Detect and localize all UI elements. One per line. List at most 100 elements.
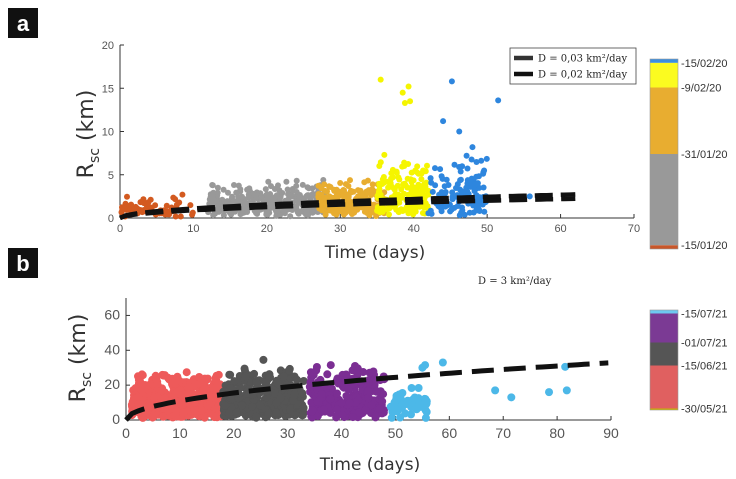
- data-point: [307, 407, 316, 416]
- data-point: [150, 393, 159, 402]
- data-point: [344, 385, 353, 394]
- panel-a: a 0 10 20 30 40 50 60 70 0 5 10 15 20 D = 0,03 km²/d…: [8, 8, 727, 263]
- data-point: [364, 387, 373, 395]
- data-point: [401, 190, 408, 197]
- data-point: [152, 375, 161, 384]
- data-point: [367, 191, 374, 198]
- colorbar-segment: [650, 365, 678, 409]
- data-point: [449, 189, 456, 196]
- data-point: [272, 408, 281, 417]
- colorbar-tick-label: -30/05/21: [681, 404, 727, 416]
- data-point: [315, 195, 322, 202]
- data-point: [468, 156, 475, 163]
- data-point: [480, 169, 487, 176]
- data-point: [377, 191, 384, 198]
- data-point: [457, 168, 464, 175]
- y-tick-label: 0: [112, 411, 120, 427]
- data-point: [172, 213, 179, 220]
- data-point: [401, 99, 408, 106]
- data-point: [221, 401, 230, 410]
- panel-a-curves: [119, 192, 576, 221]
- data-point: [386, 211, 392, 218]
- data-point: [414, 384, 423, 392]
- data-point: [440, 118, 447, 125]
- data-point: [415, 181, 422, 188]
- data-point: [195, 379, 204, 388]
- data-point: [207, 383, 216, 392]
- data-point: [412, 206, 419, 213]
- data-point: [269, 202, 275, 209]
- data-point: [478, 157, 485, 164]
- y-tick-label: 60: [104, 306, 120, 322]
- legend-text-2: D = 0,02 km²/day: [538, 70, 627, 81]
- data-point: [457, 177, 464, 184]
- data-point: [337, 180, 344, 186]
- data-point: [369, 367, 378, 376]
- data-point: [392, 406, 401, 414]
- data-point: [245, 194, 252, 201]
- data-point: [377, 76, 384, 83]
- data-point: [422, 168, 429, 175]
- data-point: [287, 213, 294, 220]
- data-point: [407, 410, 415, 419]
- data-point: [364, 379, 373, 387]
- data-point: [207, 393, 216, 402]
- data-point: [147, 196, 154, 203]
- data-point: [290, 389, 299, 398]
- ylabel-unit: (km): [74, 90, 99, 148]
- data-point: [364, 393, 373, 402]
- data-point: [413, 394, 422, 403]
- panel-a-label-box: [8, 8, 38, 38]
- x-tick-label: 20: [226, 425, 242, 441]
- data-point: [189, 209, 196, 216]
- data-point: [241, 372, 250, 381]
- data-point: [177, 213, 184, 220]
- data-point: [407, 384, 416, 392]
- data-point: [427, 175, 434, 182]
- data-point: [349, 211, 356, 217]
- data-point: [220, 186, 227, 193]
- data-point: [265, 178, 272, 185]
- panel-a-colorbar: -15/01/20 -31/01/20 -9/02/20 -15/02/20: [649, 58, 727, 252]
- colorbar-tick-label: -31/01/20: [681, 149, 727, 161]
- diffusion-curve: [124, 360, 609, 422]
- y-tick-label: 20: [104, 376, 120, 392]
- panel-a-axes: 0 10 20 30 40 50 60 70 0 5 10 15 20: [102, 40, 640, 235]
- data-point: [119, 204, 125, 211]
- data-point: [456, 128, 463, 135]
- data-point: [338, 410, 347, 419]
- data-point: [526, 193, 533, 200]
- data-point: [158, 370, 167, 379]
- data-point: [406, 191, 413, 198]
- data-point: [432, 165, 438, 172]
- data-point: [214, 184, 221, 191]
- data-point: [443, 202, 450, 209]
- data-point: [459, 163, 466, 170]
- x-tick-label: 60: [442, 425, 458, 441]
- data-point: [423, 204, 430, 210]
- data-point: [180, 408, 188, 417]
- data-point: [198, 406, 206, 415]
- x-tick-label: 10: [187, 223, 199, 235]
- data-point: [366, 212, 373, 219]
- data-point: [343, 192, 350, 199]
- x-tick-label: 60: [554, 223, 566, 235]
- data-point: [483, 155, 490, 162]
- data-point: [124, 193, 130, 200]
- data-point: [348, 413, 357, 422]
- ylabel-main: R: [74, 163, 99, 178]
- data-point: [231, 182, 237, 188]
- colorbar-segment: [650, 245, 678, 249]
- data-point: [448, 78, 455, 85]
- data-point: [347, 188, 354, 195]
- data-point: [118, 209, 125, 216]
- data-point: [272, 398, 281, 407]
- data-point: [293, 177, 300, 184]
- data-point: [286, 405, 295, 414]
- data-point: [363, 188, 370, 195]
- data-point: [283, 178, 290, 185]
- data-point: [281, 207, 288, 214]
- data-point: [361, 406, 370, 415]
- data-point: [200, 413, 209, 422]
- data-point: [184, 382, 193, 391]
